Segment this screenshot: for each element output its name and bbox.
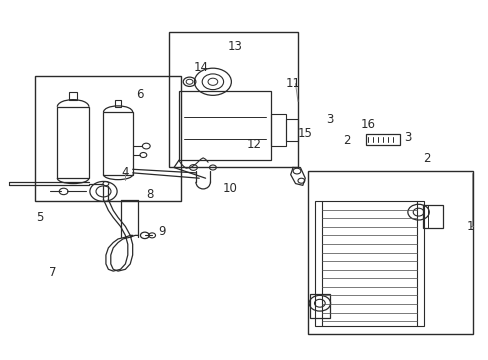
Bar <box>69 93 77 100</box>
Bar <box>35 76 181 202</box>
Text: 9: 9 <box>158 225 165 238</box>
Text: 2: 2 <box>422 152 430 165</box>
Text: 6: 6 <box>136 88 143 101</box>
Text: 14: 14 <box>193 61 208 74</box>
Bar <box>307 171 472 334</box>
Bar <box>179 91 271 160</box>
Text: 8: 8 <box>146 188 153 201</box>
Text: 2: 2 <box>342 134 349 147</box>
Text: 10: 10 <box>222 183 237 195</box>
Text: 15: 15 <box>297 127 312 140</box>
Bar <box>103 112 132 175</box>
Text: 11: 11 <box>285 77 300 90</box>
Bar <box>309 294 329 318</box>
Bar <box>366 134 399 145</box>
Bar <box>285 119 297 141</box>
Bar <box>115 100 121 107</box>
Bar <box>423 205 442 228</box>
Text: 13: 13 <box>227 40 242 53</box>
Text: 3: 3 <box>325 113 333 126</box>
Bar <box>314 202 322 327</box>
Bar <box>169 32 297 167</box>
Text: 4: 4 <box>122 166 129 179</box>
Text: 3: 3 <box>403 131 410 144</box>
Bar <box>57 107 89 178</box>
Text: 7: 7 <box>49 266 56 279</box>
Bar <box>416 202 424 327</box>
Text: 12: 12 <box>246 138 261 151</box>
Bar <box>271 114 285 146</box>
Text: 1: 1 <box>466 220 473 233</box>
Text: 5: 5 <box>37 211 44 224</box>
Text: 16: 16 <box>360 118 375 131</box>
